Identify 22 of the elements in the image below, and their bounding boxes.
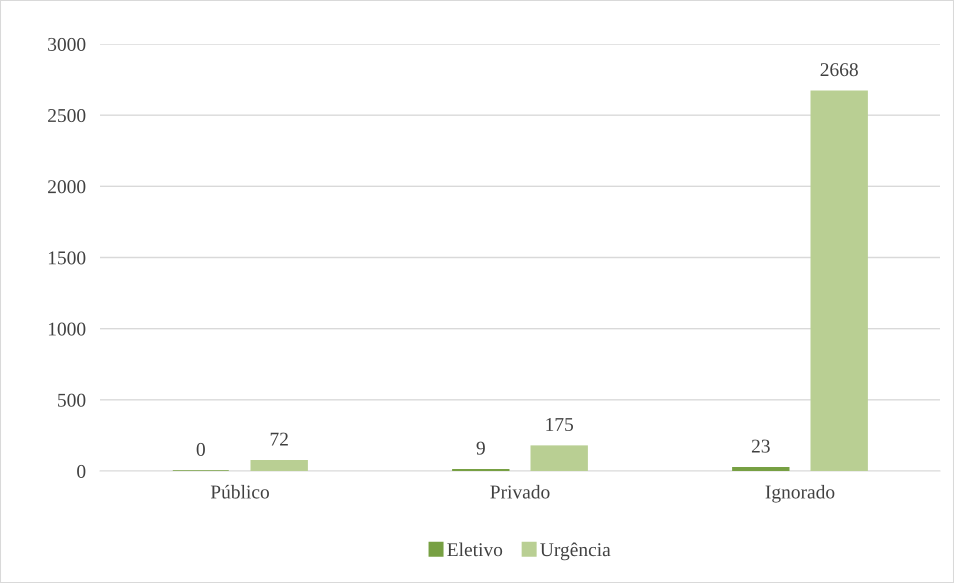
y-tick-label: 3000 (48, 38, 86, 51)
legend-label: Urgência (540, 542, 610, 560)
data-label: 23 (752, 440, 770, 453)
y-tick-label: 1500 (48, 251, 86, 264)
bar (732, 467, 790, 471)
y-tick-label: 2500 (48, 108, 86, 122)
x-tick-label: Privado (490, 484, 550, 499)
bar (530, 445, 588, 471)
x-tick-label: Ignorado (766, 484, 834, 503)
bar (810, 90, 868, 471)
data-label: 2668 (820, 63, 858, 76)
bar (250, 460, 308, 471)
y-tick-label: 2000 (48, 180, 86, 194)
x-tick-label: Público (210, 484, 269, 499)
data-label: 175 (546, 418, 574, 432)
data-label: 72 (270, 432, 288, 446)
data-label: 0 (196, 442, 205, 456)
y-tick-label: 500 (58, 394, 86, 407)
y-tick-label: 1000 (48, 322, 86, 336)
legend-label: Eletivo (447, 542, 502, 556)
data-label: 9 (476, 442, 485, 455)
y-tick-label: 0 (77, 464, 86, 478)
